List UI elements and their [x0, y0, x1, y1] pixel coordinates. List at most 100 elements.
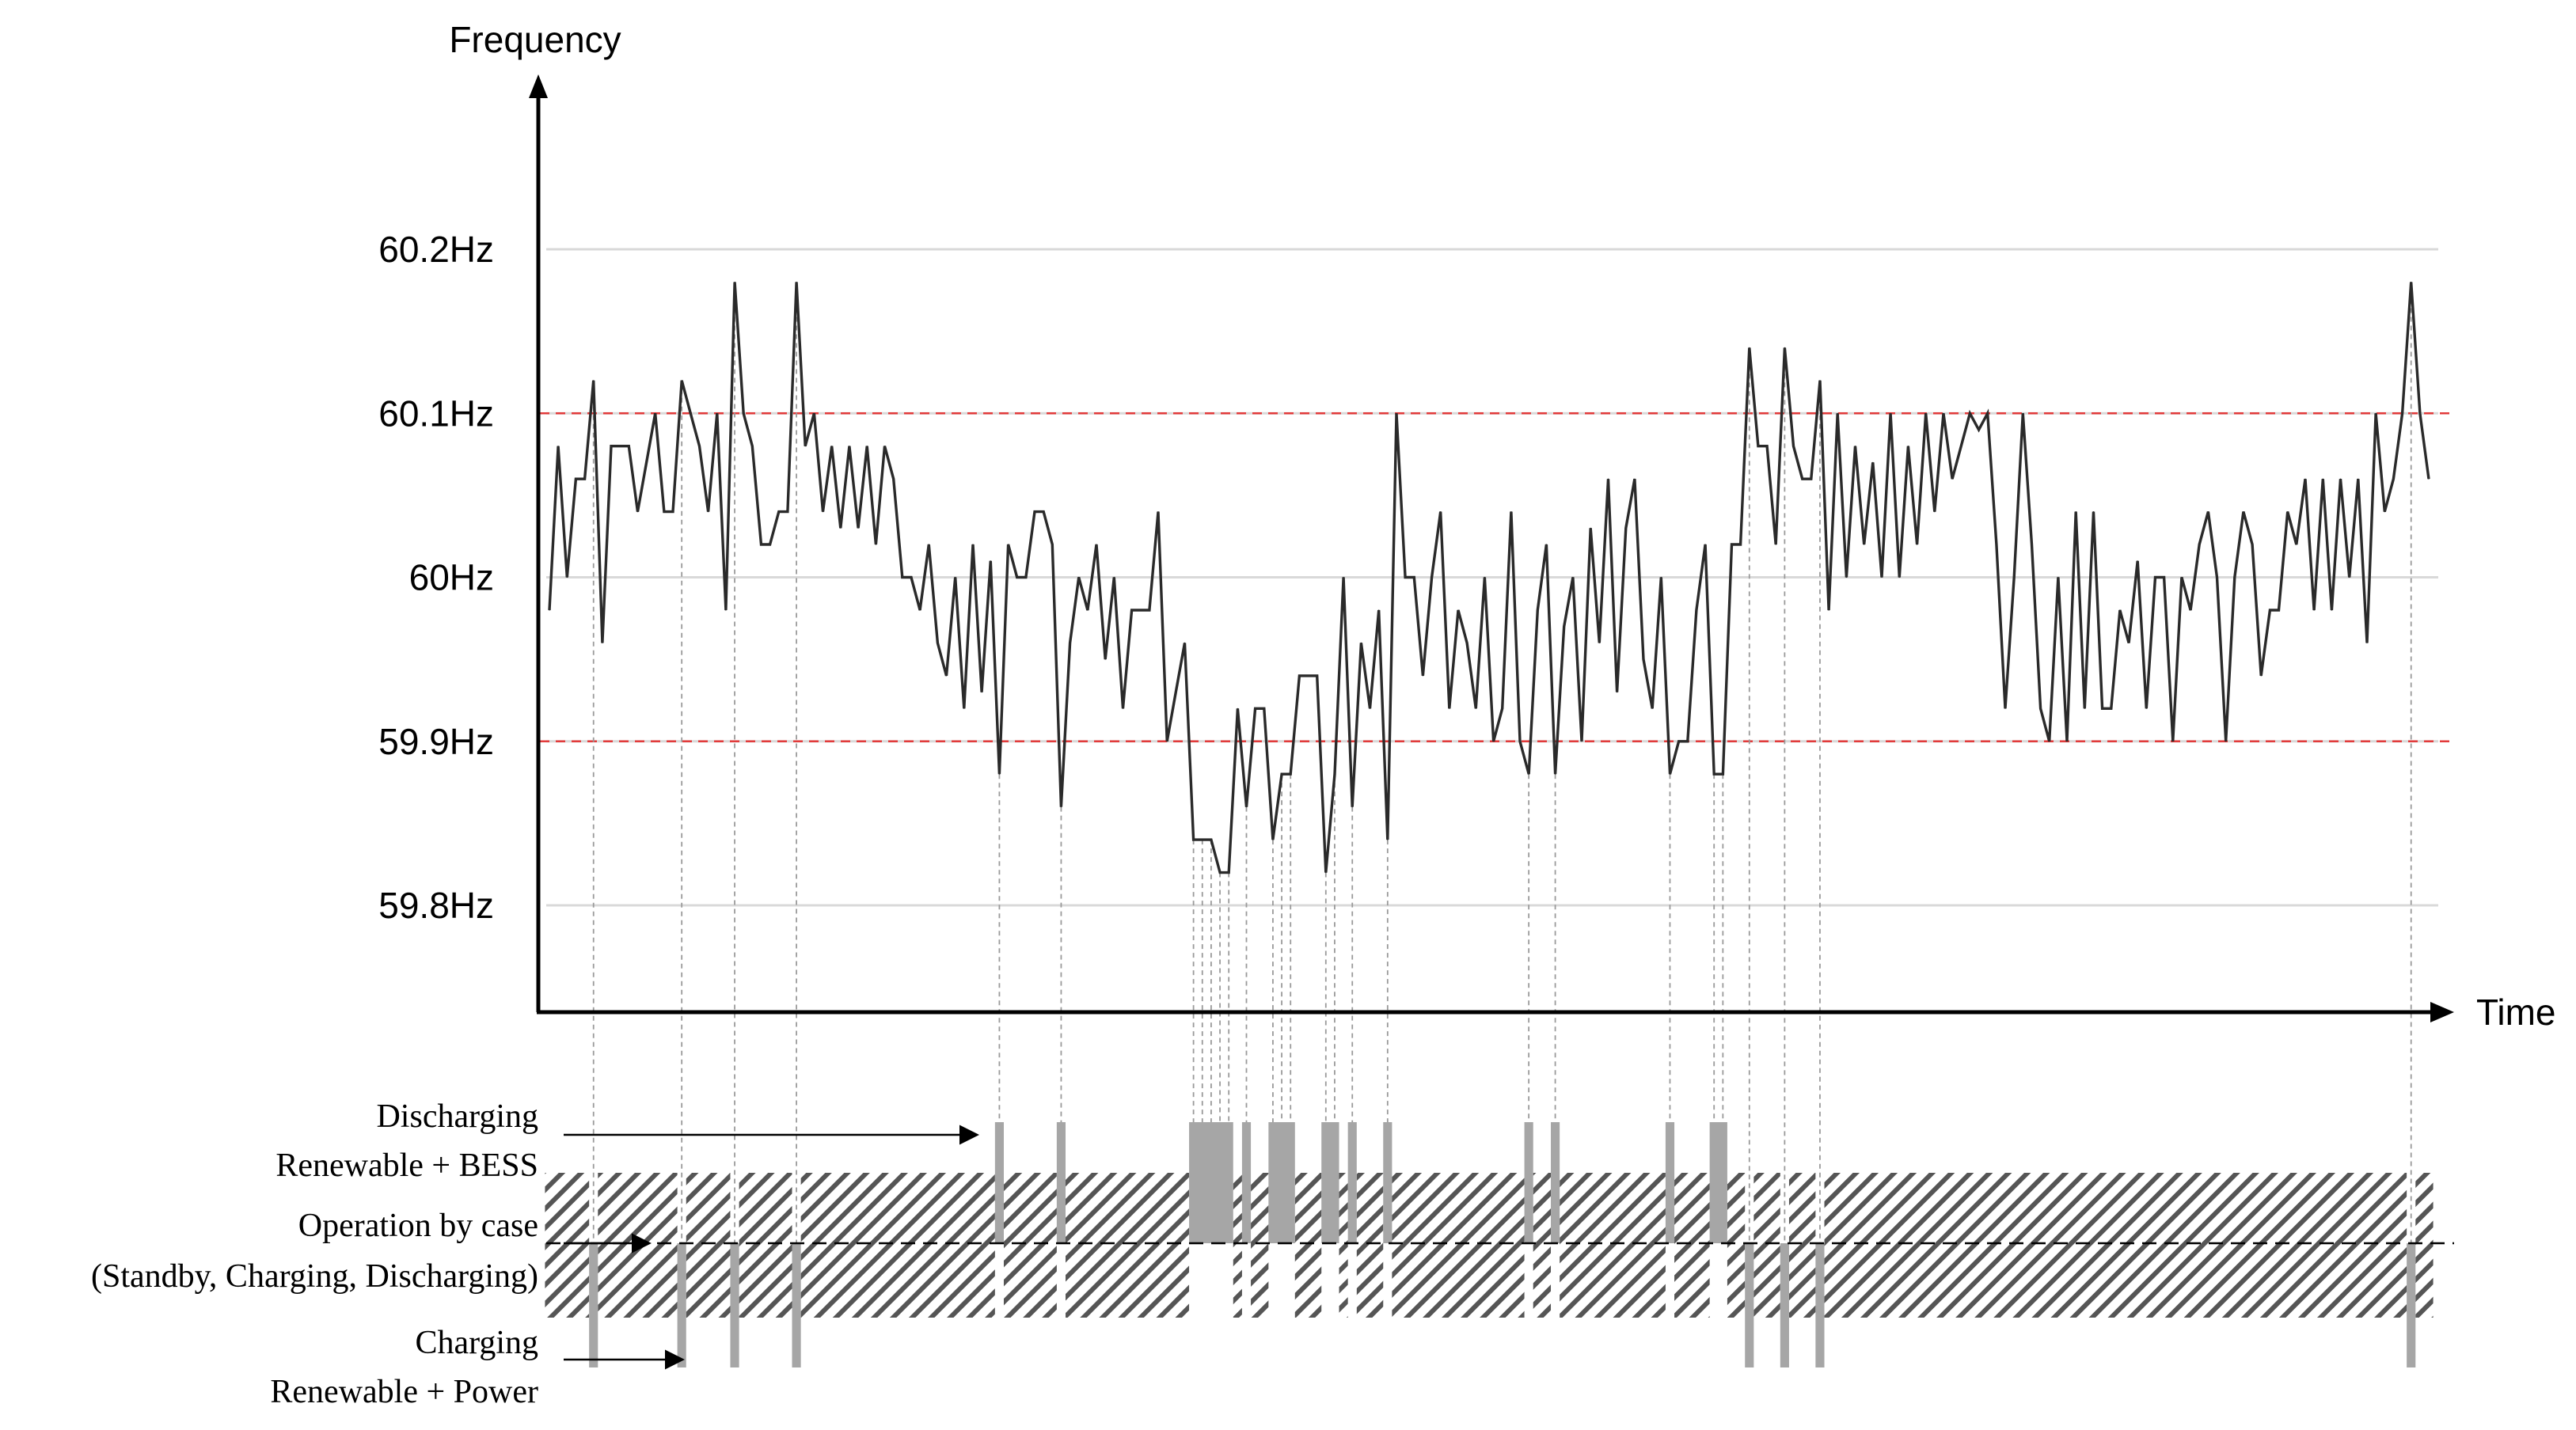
data-point — [2207, 511, 2209, 513]
y-axis-label: Frequency — [449, 19, 621, 60]
data-point — [1104, 658, 1106, 660]
data-point — [1431, 576, 1433, 578]
data-point — [1519, 741, 1521, 742]
data-point — [2084, 707, 2085, 709]
data-point — [2066, 741, 2068, 742]
data-point — [1651, 707, 1653, 709]
discharging-bar — [1524, 1122, 1533, 1243]
data-point — [2119, 609, 2121, 611]
data-point — [646, 461, 648, 464]
data-point — [787, 511, 788, 513]
discharging-bar — [1383, 1122, 1392, 1243]
data-point — [1493, 741, 1495, 742]
discharging-bar — [1347, 1122, 1357, 1243]
data-point — [636, 511, 639, 513]
data-point — [857, 527, 859, 529]
data-point — [2278, 609, 2280, 611]
x-axis-label: Time — [2476, 992, 2556, 1033]
legend-operation-sub: (Standby, Charging, Discharging) — [91, 1258, 538, 1295]
discharging-bar — [994, 1122, 1004, 1243]
data-point — [1457, 609, 1459, 611]
discharging-bar — [1551, 1122, 1560, 1243]
data-point — [1484, 576, 1485, 578]
data-point — [2049, 741, 2050, 742]
discharging-bar — [1241, 1122, 1252, 1243]
data-point — [1898, 576, 1900, 578]
data-point — [663, 511, 665, 513]
y-tick-label: 59.8Hz — [378, 885, 494, 926]
data-point — [2092, 511, 2095, 513]
data-point — [1502, 707, 1503, 709]
data-point — [1572, 576, 1574, 578]
data-point — [2402, 412, 2403, 414]
data-point — [2102, 707, 2103, 709]
data-point — [1881, 576, 1883, 578]
data-point — [1404, 576, 1406, 578]
data-point — [2225, 741, 2227, 742]
data-point — [2339, 478, 2342, 480]
data-point — [1819, 380, 1821, 381]
standby-hatch — [1066, 1173, 1190, 1318]
standby-hatch — [2415, 1173, 2434, 1318]
discharging-bar — [1665, 1122, 1675, 1243]
y-tick-label: 60.2Hz — [378, 229, 494, 270]
data-point — [1563, 626, 1565, 628]
data-point — [1263, 707, 1265, 709]
data-point — [2260, 675, 2262, 677]
standby-hatch — [1824, 1173, 2407, 1318]
standby-hatch — [1753, 1173, 1780, 1318]
data-point — [1872, 461, 1874, 464]
data-point — [708, 511, 709, 513]
data-point — [2004, 707, 2006, 709]
y-tick-label: 60.1Hz — [378, 393, 494, 434]
charging-bar — [1815, 1243, 1825, 1367]
data-point — [1298, 675, 1300, 677]
charging-bar — [1780, 1243, 1789, 1367]
data-point — [1625, 527, 1627, 529]
data-point — [1713, 773, 1715, 775]
data-point — [1131, 609, 1133, 611]
discharging-bar — [1268, 1122, 1295, 1243]
discharging-bar — [1056, 1122, 1066, 1243]
data-point — [2384, 511, 2385, 513]
standby-hatch — [545, 1173, 590, 1318]
data-point — [893, 478, 895, 480]
data-point — [1113, 576, 1115, 578]
data-point — [2375, 412, 2377, 414]
data-point — [1934, 511, 1936, 513]
data-point — [2172, 741, 2174, 742]
data-point — [1634, 478, 1636, 480]
data-point — [1581, 741, 1582, 742]
data-point — [1687, 741, 1689, 742]
data-point — [584, 478, 586, 480]
data-point — [1043, 511, 1044, 513]
data-point — [998, 773, 1000, 775]
standby-hatch — [739, 1173, 792, 1318]
data-point — [2181, 576, 2183, 578]
data-point — [2428, 478, 2430, 480]
data-point — [1034, 511, 1035, 513]
data-point — [955, 576, 956, 578]
data-point — [2057, 576, 2059, 578]
data-point — [593, 380, 595, 381]
charging-bar — [730, 1243, 739, 1367]
data-point — [1845, 576, 1847, 578]
data-point — [2190, 609, 2191, 611]
operation-legend: Discharging Renewable + BESS Operation b… — [91, 1098, 979, 1410]
data-point — [1925, 412, 1927, 414]
drop-lines — [592, 282, 2412, 1367]
legend-charging-title: Charging — [415, 1325, 538, 1361]
data-point — [1290, 773, 1291, 775]
data-point — [1678, 741, 1680, 742]
standby-hatch — [1727, 1173, 1746, 1318]
data-point — [1537, 609, 1538, 611]
data-point — [813, 412, 815, 414]
discharging-bar — [1709, 1122, 1727, 1243]
data-point — [910, 576, 912, 578]
data-point — [1343, 576, 1344, 578]
data-point — [1890, 412, 1891, 414]
legend-charging-sub: Renewable + Power — [270, 1374, 538, 1410]
x-axis-arrow-icon — [2430, 1002, 2454, 1022]
data-point — [1440, 511, 1442, 513]
data-point — [1087, 609, 1089, 611]
